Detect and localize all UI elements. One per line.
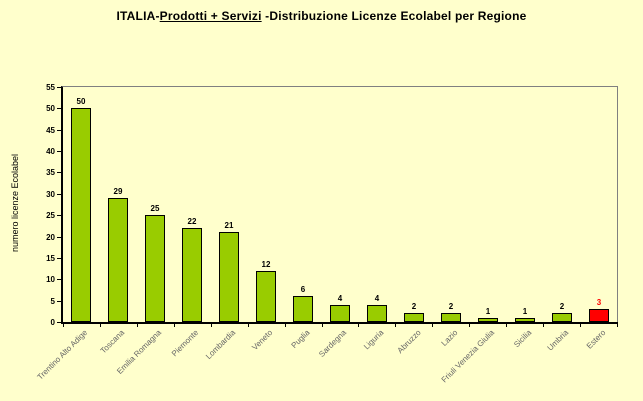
x-tick bbox=[322, 322, 323, 327]
bar-value-label: 6 bbox=[300, 285, 306, 294]
x-category-label: Puglia bbox=[289, 328, 312, 351]
bar-puglia bbox=[293, 296, 313, 322]
bar-value-label: 12 bbox=[261, 260, 271, 269]
y-tick-label: 55 bbox=[46, 83, 55, 92]
x-tick bbox=[100, 322, 101, 327]
x-tick bbox=[617, 322, 618, 327]
y-tick-label: 50 bbox=[46, 104, 55, 113]
y-tick bbox=[57, 258, 63, 259]
x-category-label: Liguria bbox=[362, 328, 386, 352]
bar-toscana bbox=[108, 198, 128, 322]
x-tick bbox=[137, 322, 138, 327]
x-tick bbox=[63, 322, 64, 327]
bar-friuli-venezia-giulia bbox=[478, 318, 498, 322]
y-tick bbox=[57, 108, 63, 109]
y-tick bbox=[57, 237, 63, 238]
x-category-label: Toscana bbox=[98, 328, 127, 356]
bar-estero bbox=[589, 309, 609, 322]
y-tick bbox=[57, 172, 63, 173]
y-tick bbox=[57, 151, 63, 152]
bar-liguria bbox=[367, 305, 387, 322]
x-tick bbox=[469, 322, 470, 327]
x-category-label: Veneto bbox=[250, 328, 275, 352]
y-tick bbox=[57, 194, 63, 195]
x-category-label: Abruzzo bbox=[395, 328, 423, 356]
y-tick-label: 5 bbox=[50, 297, 55, 306]
x-tick bbox=[395, 322, 396, 327]
bar-abruzzo bbox=[404, 313, 424, 322]
x-tick bbox=[285, 322, 286, 327]
x-tick bbox=[248, 322, 249, 327]
y-tick-label: 35 bbox=[46, 168, 55, 177]
y-tick-label: 40 bbox=[46, 147, 55, 156]
y-tick bbox=[57, 130, 63, 131]
y-tick-label: 45 bbox=[46, 126, 55, 135]
x-category-label: Umbria bbox=[545, 328, 571, 353]
bar-value-label: 22 bbox=[187, 217, 197, 226]
x-category-label: Piemonte bbox=[170, 328, 201, 359]
y-tick bbox=[57, 301, 63, 302]
y-tick bbox=[57, 322, 63, 323]
plot-area bbox=[61, 86, 618, 324]
x-category-label: Estero bbox=[584, 328, 608, 351]
bar-value-label: 3 bbox=[596, 298, 602, 307]
x-category-label: Trentino Alto Adige bbox=[35, 328, 90, 382]
bar-veneto bbox=[256, 271, 276, 322]
x-tick bbox=[580, 322, 581, 327]
x-tick bbox=[174, 322, 175, 327]
y-tick-label: 15 bbox=[46, 254, 55, 263]
bar-value-label: 4 bbox=[374, 294, 380, 303]
x-tick bbox=[506, 322, 507, 327]
bar-value-label: 4 bbox=[337, 294, 343, 303]
bar-value-label: 25 bbox=[150, 204, 160, 213]
chart-title-underlined: Prodotti + Servizi bbox=[159, 9, 262, 23]
bar-value-label: 50 bbox=[76, 97, 86, 106]
y-tick-label: 25 bbox=[46, 211, 55, 220]
y-tick bbox=[57, 279, 63, 280]
chart-title-suffix: -Distribuzione Licenze Ecolabel per Regi… bbox=[261, 9, 527, 23]
bar-value-label: 2 bbox=[411, 302, 417, 311]
chart-title: ITALIA-Prodotti + Servizi -Distribuzione… bbox=[0, 9, 643, 23]
y-tick bbox=[57, 87, 63, 88]
y-tick bbox=[57, 215, 63, 216]
bar-sardegna bbox=[330, 305, 350, 322]
chart-title-prefix: ITALIA- bbox=[116, 9, 160, 23]
bar-value-label: 21 bbox=[224, 221, 234, 230]
bar-value-label: 2 bbox=[448, 302, 454, 311]
y-tick-label: 20 bbox=[46, 233, 55, 242]
x-category-label: Sardegna bbox=[317, 328, 349, 359]
x-tick bbox=[432, 322, 433, 327]
bar-lombardia bbox=[219, 232, 239, 322]
bar-sicilia bbox=[515, 318, 535, 322]
bar-value-label: 1 bbox=[522, 307, 528, 316]
bar-trentino-alto-adige bbox=[71, 108, 91, 322]
y-axis-title: numero licenze Ecolabel bbox=[10, 153, 20, 253]
x-category-label: Sicilia bbox=[512, 328, 534, 350]
y-tick-label: 0 bbox=[50, 318, 55, 327]
bar-value-label: 2 bbox=[559, 302, 565, 311]
x-category-label: Lazio bbox=[439, 328, 460, 348]
y-tick-label: 10 bbox=[46, 275, 55, 284]
bar-emilia-romagna bbox=[145, 215, 165, 322]
bar-lazio bbox=[441, 313, 461, 322]
bar-value-label: 29 bbox=[113, 187, 123, 196]
bar-piemonte bbox=[182, 228, 202, 322]
x-tick bbox=[211, 322, 212, 327]
x-tick bbox=[358, 322, 359, 327]
y-tick-label: 30 bbox=[46, 190, 55, 199]
bar-umbria bbox=[552, 313, 572, 322]
x-tick bbox=[543, 322, 544, 327]
bar-value-label: 1 bbox=[485, 307, 491, 316]
x-category-label: Lombardia bbox=[204, 328, 238, 362]
